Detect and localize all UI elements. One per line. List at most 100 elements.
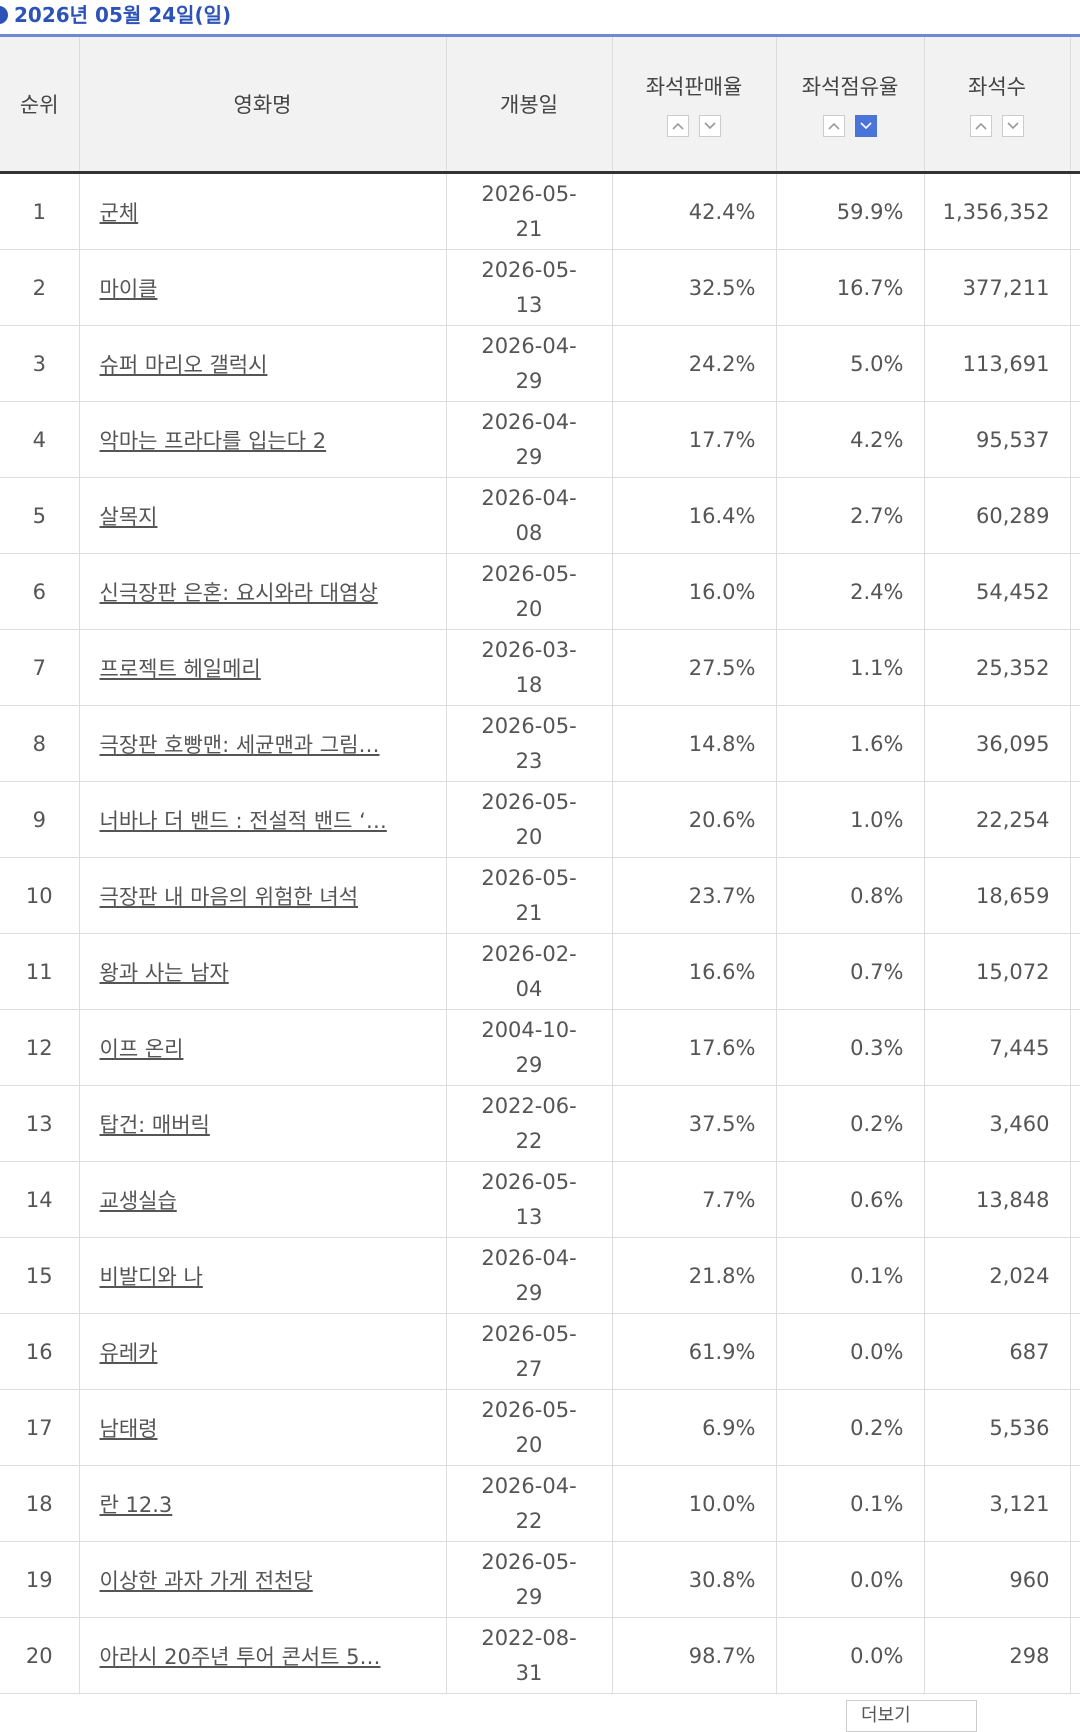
movie-title-link[interactable]: 이프 온리 <box>99 1036 184 1061</box>
release-date: 2026-05-23 <box>481 713 577 773</box>
seat-share-rate: 0.3% <box>850 1035 904 1060</box>
rank: 15 <box>25 1263 53 1288</box>
table-cell: 아라시 20주년 투어 콘서트 5… <box>79 1617 447 1694</box>
table-cell: 군체 <box>79 172 447 250</box>
table-cell: 교생실습 <box>79 1161 447 1238</box>
extra-cell <box>1070 1237 1080 1314</box>
seat-count: 7,445 <box>989 1035 1050 1060</box>
sort-desc[interactable] <box>855 115 877 137</box>
movie-title-link[interactable]: 왕과 사는 남자 <box>99 960 229 985</box>
table-cell: 37.5% <box>612 1085 777 1162</box>
rank: 18 <box>25 1491 53 1516</box>
table-cell: 9 <box>0 781 80 858</box>
seat-sales-rate: 61.9% <box>688 1339 756 1364</box>
sort-asc[interactable] <box>823 115 845 137</box>
seat-share-rate: 59.9% <box>836 199 904 224</box>
seat-sales-rate: 24.2% <box>688 351 756 376</box>
table-cell: 4 <box>0 401 80 478</box>
rank: 2 <box>32 275 46 300</box>
chevron-icon <box>975 122 987 130</box>
table-row: 10 극장판 내 마음의 위험한 녀석 2026-05-21 23.7% 0.8% 18,… <box>0 857 1080 934</box>
table-cell: 16.7% <box>776 249 925 326</box>
rank: 14 <box>25 1187 53 1212</box>
table-cell: 10 <box>0 857 80 934</box>
column-header: 좌석판매율 <box>612 37 777 174</box>
extra-cell <box>1070 401 1080 478</box>
table-cell: 36,095 <box>924 705 1071 782</box>
release-date: 2026-05-21 <box>481 865 577 925</box>
table-row: 4 악마는 프라다를 입는다 2 2026-04-29 17.7% 4.2% 95,537 <box>0 401 1080 478</box>
table-row: 7 프로젝트 헤일메리 2026-03-18 27.5% 1.1% 25,352 <box>0 629 1080 706</box>
movie-title-link[interactable]: 너바나 더 밴드 : 전설적 밴드 ‘… <box>99 808 387 833</box>
extra-cell <box>1070 1389 1080 1466</box>
release-date: 2026-05-29 <box>481 1549 577 1609</box>
movie-title-link[interactable]: 프로젝트 헤일메리 <box>99 656 261 681</box>
table-cell: 22,254 <box>924 781 1071 858</box>
table-cell: 61.9% <box>612 1313 777 1390</box>
table-cell: 극장판 호빵맨: 세균맨과 그림… <box>79 705 447 782</box>
table-row: 14 교생실습 2026-05-13 7.7% 0.6% 13,848 <box>0 1161 1080 1238</box>
sort-desc[interactable] <box>1002 115 1024 137</box>
movie-title-link[interactable]: 교생실습 <box>99 1188 177 1213</box>
table-cell: 2026-05-27 <box>446 1313 613 1390</box>
movie-title-link[interactable]: 마이클 <box>99 276 158 301</box>
release-date: 2026-05-20 <box>481 789 577 849</box>
table-cell: 113,691 <box>924 325 1071 402</box>
table-cell: 17 <box>0 1389 80 1466</box>
release-date: 2026-04-29 <box>481 333 577 393</box>
chevron-icon <box>672 122 684 130</box>
table-cell: 11 <box>0 933 80 1010</box>
movie-title-link[interactable]: 남태령 <box>99 1416 158 1441</box>
movie-title-link[interactable]: 극장판 내 마음의 위험한 녀석 <box>99 884 359 909</box>
release-date: 2026-05-20 <box>481 561 577 621</box>
table-cell: 비발디와 나 <box>79 1237 447 1314</box>
extra-cell <box>1070 1541 1080 1618</box>
sort-asc[interactable] <box>970 115 992 137</box>
seat-sales-rate: 37.5% <box>688 1111 756 1136</box>
table-cell: 6.9% <box>612 1389 777 1466</box>
table-row: 6 신극장판 은혼: 요시와라 대염상 2026-05-20 16.0% 2.4% 54,… <box>0 553 1080 630</box>
more-button[interactable]: 더보기 <box>846 1700 977 1732</box>
seat-sales-rate: 16.0% <box>688 579 756 604</box>
date-header: 2026년 05월 24일(일) <box>0 0 1080 37</box>
seat-share-rate: 1.1% <box>850 655 904 680</box>
table-cell: 탑건: 매버릭 <box>79 1085 447 1162</box>
table-cell: 54,452 <box>924 553 1071 630</box>
movie-title-link[interactable]: 유레카 <box>99 1340 158 1365</box>
boxoffice-table: 순위 영화명 개봉일 좌석판매율 좌석점유율 좌석수 1 군체 2026-05-21 42.4%… <box>0 37 1080 1694</box>
release-date: 2026-05-13 <box>481 257 577 317</box>
movie-title-link[interactable]: 이상한 과자 가게 전천당 <box>99 1568 313 1593</box>
table-cell: 너바나 더 밴드 : 전설적 밴드 ‘… <box>79 781 447 858</box>
seat-sales-rate: 14.8% <box>688 731 756 756</box>
movie-title-link[interactable]: 탑건: 매버릭 <box>99 1112 210 1137</box>
table-cell: 1.0% <box>776 781 925 858</box>
release-date: 2026-04-08 <box>481 485 577 545</box>
movie-title-link[interactable]: 악마는 프라다를 입는다 2 <box>99 428 327 453</box>
sort-asc[interactable] <box>667 115 689 137</box>
table-cell: 32.5% <box>612 249 777 326</box>
extra-cell <box>1070 172 1080 250</box>
extra-cell <box>1070 1617 1080 1694</box>
table-row: 12 이프 온리 2004-10-29 17.6% 0.3% 7,445 <box>0 1009 1080 1086</box>
movie-title-link[interactable]: 슈퍼 마리오 갤럭시 <box>99 352 268 377</box>
extra-cell <box>1070 553 1080 630</box>
extra-column <box>1070 37 1080 174</box>
movie-title-link[interactable]: 란 12.3 <box>99 1492 173 1517</box>
table-cell: 2026-02-04 <box>446 933 613 1010</box>
table-cell: 6 <box>0 553 80 630</box>
table-cell: 687 <box>924 1313 1071 1390</box>
sort-desc[interactable] <box>699 115 721 137</box>
movie-title-link[interactable]: 신극장판 은혼: 요시와라 대염상 <box>99 580 378 605</box>
movie-title-link[interactable]: 살목지 <box>99 504 158 529</box>
table-cell: 신극장판 은혼: 요시와라 대염상 <box>79 553 447 630</box>
movie-title-link[interactable]: 아라시 20주년 투어 콘서트 5… <box>99 1644 381 1669</box>
seat-count: 95,537 <box>976 427 1050 452</box>
movie-title-link[interactable]: 비발디와 나 <box>99 1264 203 1289</box>
table-cell: 7,445 <box>924 1009 1071 1086</box>
seat-sales-rate: 21.8% <box>688 1263 756 1288</box>
movie-title-link[interactable]: 군체 <box>99 200 139 225</box>
table-row: 5 살목지 2026-04-08 16.4% 2.7% 60,289 <box>0 477 1080 554</box>
table-cell: 2022-08-31 <box>446 1617 613 1694</box>
movie-title-link[interactable]: 극장판 호빵맨: 세균맨과 그림… <box>99 732 380 757</box>
table-cell: 2026-05-13 <box>446 249 613 326</box>
